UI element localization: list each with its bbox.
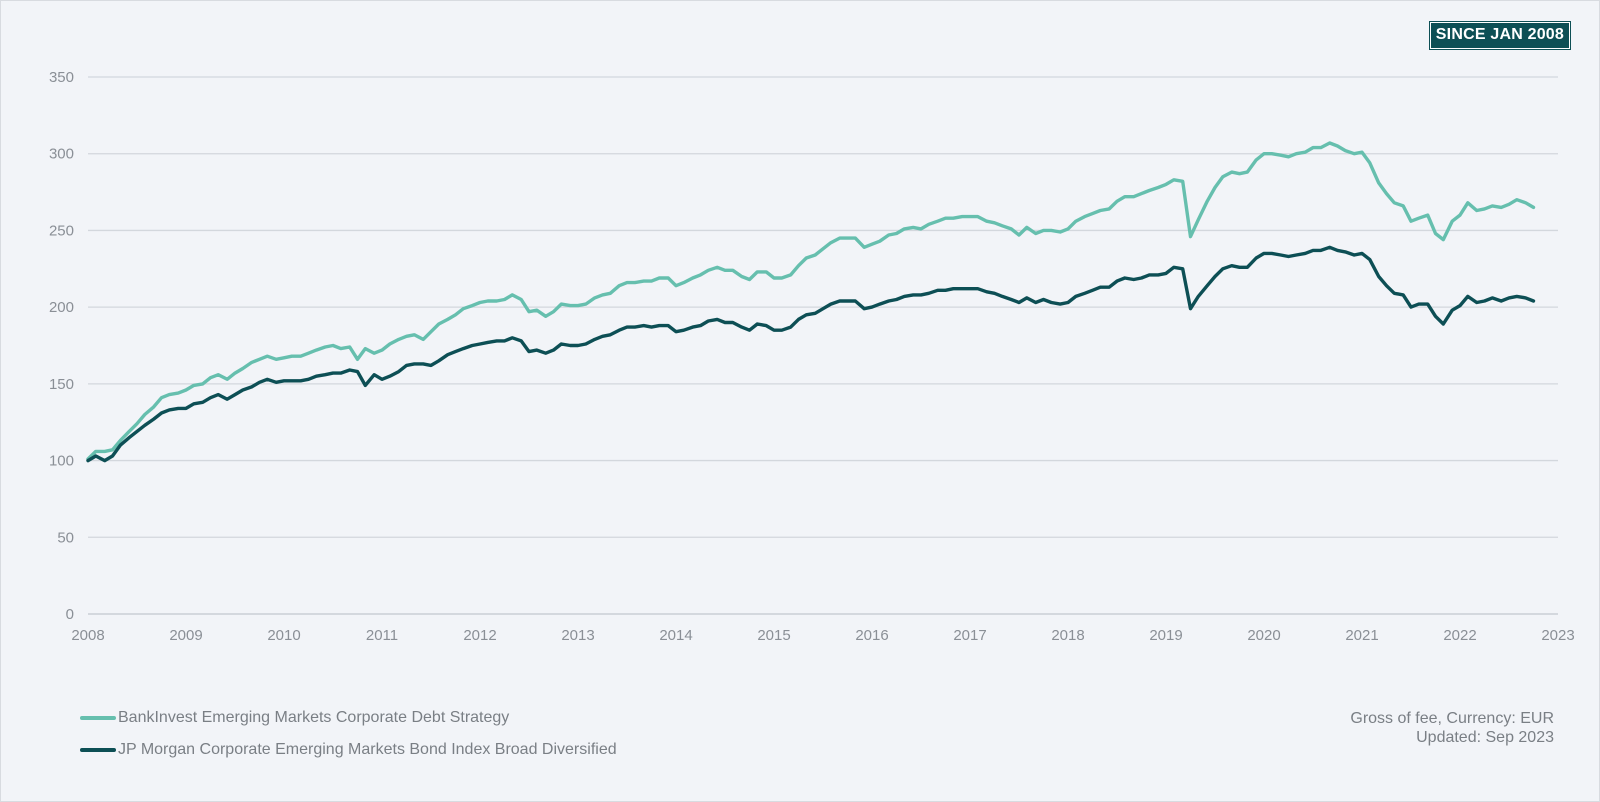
x-tick-label: 2021 [1345, 627, 1378, 644]
x-tick-label: 2010 [267, 627, 300, 644]
x-tick-label: 2023 [1541, 627, 1574, 644]
y-tick-label: 50 [57, 529, 74, 546]
series-lines [86, 141, 1536, 463]
x-tick-label: 2015 [757, 627, 790, 644]
footnote-updated: Updated: Sep 2023 [1416, 729, 1554, 746]
x-tick-label: 2011 [366, 627, 398, 644]
x-tick-label: 2014 [659, 627, 692, 644]
x-tick-label: 2013 [561, 627, 594, 644]
series-line-strategy [86, 141, 1536, 461]
x-tick-label: 2019 [1149, 627, 1182, 644]
y-tick-label: 0 [66, 606, 74, 623]
y-tick-label: 250 [49, 222, 74, 239]
y-tick-label: 300 [49, 146, 74, 163]
y-tick-label: 150 [49, 376, 74, 393]
y-tick-label: 350 [49, 69, 74, 86]
x-tick-label: 2018 [1051, 627, 1084, 644]
x-tick-label: 2012 [463, 627, 496, 644]
legend-label-benchmark: JP Morgan Corporate Emerging Markets Bon… [118, 741, 617, 758]
series-line-benchmark [86, 245, 1536, 463]
x-tick-label: 2009 [169, 627, 202, 644]
legend-swatch-strategy [80, 716, 116, 720]
legend-item-benchmark: JP Morgan Corporate Emerging Markets Bon… [80, 741, 617, 759]
x-tick-label: 2008 [71, 627, 104, 644]
gridlines [88, 76, 1558, 615]
legend-item-strategy: BankInvest Emerging Markets Corporate De… [80, 709, 509, 727]
legend-swatch-benchmark [80, 748, 116, 752]
x-tick-label: 2016 [855, 627, 888, 644]
y-tick-label: 200 [49, 299, 74, 316]
y-axis-ticks: 0 50 100 150 200 250 300 350 [49, 69, 74, 623]
y-tick-label: 100 [49, 453, 74, 470]
x-tick-label: 2017 [953, 627, 986, 644]
x-axis-ticks: 2008 2009 2010 2011 2012 2013 2014 2015 2016 2017… [71, 627, 1574, 644]
period-badge: SINCE JAN 2008 [1428, 21, 1572, 50]
legend-label-strategy: BankInvest Emerging Markets Corporate De… [118, 709, 510, 726]
footnote-currency: Gross of fee, Currency: EUR [1350, 710, 1554, 727]
x-tick-label: 2020 [1247, 627, 1280, 644]
x-tick-label: 2022 [1443, 627, 1476, 644]
footnote: Gross of fee, Currency: EUR Updated: Sep… [1350, 709, 1554, 747]
